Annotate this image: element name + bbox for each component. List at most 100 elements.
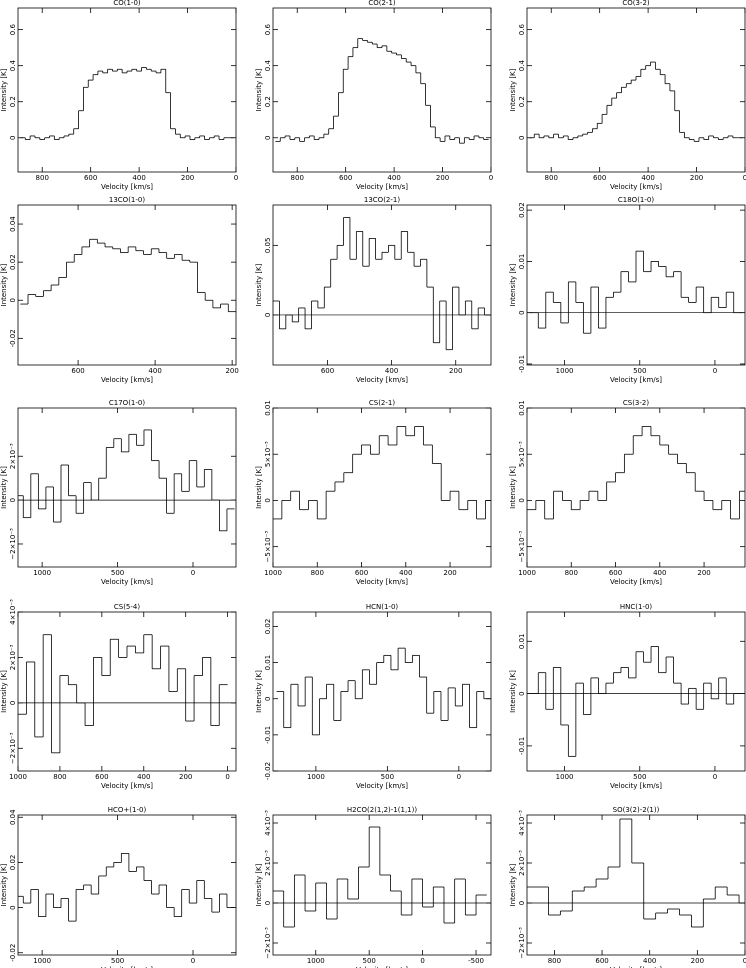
x-tick-label: 600 [95,773,108,781]
y-tick-label: 0.6 [518,24,526,36]
y-axis-label: Intensity [K] [0,863,8,906]
panel-title: CS(2-1) [369,399,395,407]
y-tick-label: 2×10⁻³ [9,644,17,670]
y-tick-label: 5×10⁻³ [518,441,526,467]
panel: CO(3-2) Velocity [km/s] Intensity [K] 800 60… [509,0,746,191]
panel: CS(5-4) Velocity [km/s] Intensity [K] 1000 8… [0,599,237,790]
panel: H2CO(2(1,2)-1(1,1)) Velocity [km/s] Intens… [255,806,492,968]
y-tick-label: −5×10⁻³ [518,531,526,563]
plot-frame [272,814,492,956]
spectrum [275,38,489,144]
y-tick-label: 0.02 [264,619,272,635]
y-axis-label: Intensity [K] [0,466,8,509]
y-tick-label: −2×10⁻³ [264,927,272,959]
y-axis-label: Intensity [K] [509,466,517,509]
x-tick-label: 200 [690,174,703,182]
x-tick-label: 200 [697,569,710,577]
x-tick-label: 200 [443,569,456,577]
plot-frame [17,7,237,173]
x-tick-label: 200 [181,174,194,182]
panel-title: CS(5-4) [114,603,140,611]
y-tick-label: 5×10⁻³ [264,441,272,467]
x-tick-label: 1000 [518,569,536,577]
x-tick-label: 0 [420,957,424,965]
y-tick-label: -0.01 [518,737,526,755]
spectrum [20,67,234,140]
y-tick-label: 0.01 [518,633,526,649]
spectrum [527,646,745,757]
y-tick-label: -0.01 [264,726,272,744]
x-tick-label: 0 [743,174,746,182]
x-tick-label: 400 [399,569,412,577]
y-tick-label: 0.4 [264,60,272,72]
y-tick-label: 0 [9,498,17,502]
y-axis-label: Intensity [K] [255,863,263,906]
x-tick-label: 0 [713,367,717,375]
x-axis-label: Velocity [km/s] [101,578,153,586]
y-axis-label: Intensity [K] [255,466,263,509]
y-tick-label: 0.02 [518,202,526,218]
spectrum [276,647,491,736]
y-tick-label: -0.02 [9,329,17,347]
y-tick-label: 0.01 [264,400,272,416]
x-axis-label: Velocity [km/s] [101,376,153,384]
x-tick-label: 500 [111,957,124,965]
x-axis-label: Velocity [km/s] [610,376,662,384]
plot-frame [272,611,492,772]
x-tick-label: 200 [436,174,449,182]
panel: CO(2-1) Velocity [km/s] Intensity [K] 800 60… [255,0,493,191]
x-axis-label: Velocity [km/s] [101,183,153,191]
panel: HNC(1-0) Velocity [km/s] Intensity [K] 1000… [509,603,746,790]
panel: HCO+(1-0) Velocity [km/s] Intensity [K] 100… [0,806,237,968]
x-tick-label: 1000 [556,773,574,781]
x-axis-label: Velocity [km/s] [101,782,153,790]
panel-title: C18O(1-0) [618,196,654,204]
x-axis-label: Velocity [km/s] [610,966,662,968]
y-tick-label: 0.05 [264,238,272,254]
plot-frame [526,204,746,366]
panel-title: HNC(1-0) [620,603,653,611]
x-tick-label: 600 [595,957,608,965]
panel: HCN(1-0) Velocity [km/s] Intensity [K] 1000… [255,603,492,790]
x-tick-label: 0 [225,773,229,781]
panel: 13CO(1-0) Velocity [km/s] Intensity [K] 600… [0,196,239,384]
y-axis-label: Intensity [K] [509,670,517,713]
y-tick-label: −2×10⁻³ [518,927,526,959]
panel-title: 13CO(1-0) [109,196,145,204]
plot-frame [17,204,237,366]
y-tick-label: 0 [264,696,272,700]
panel-title: SO(3(2)-2(1)) [613,806,660,814]
y-axis-label: Intensity [K] [509,68,517,111]
x-tick-label: 1000 [33,569,51,577]
plot-frame [272,204,492,366]
x-axis-label: Velocity [km/s] [610,782,662,790]
spectrum [20,238,236,313]
spectrum [527,426,745,520]
panel-title: CS(3-2) [623,399,649,407]
spectrum [273,826,491,928]
y-tick-label: −2×10⁻³ [9,732,17,764]
panel: SO(3(2)-2(1)) Velocity [km/s] Intensity [K… [509,806,746,968]
x-tick-label: 800 [548,957,561,965]
x-tick-label: 0 [489,174,493,182]
y-tick-label: 0.4 [518,60,526,72]
x-axis-label: Velocity [km/s] [610,578,662,586]
y-tick-label: 2×10⁻³ [9,443,17,469]
x-tick-label: 800 [291,174,304,182]
plot-frame [17,407,237,568]
x-tick-label: 800 [311,569,324,577]
plot-frame [272,407,492,568]
spectrum [527,818,745,928]
y-tick-label: 0.2 [264,96,272,107]
y-axis-label: Intensity [K] [0,68,8,111]
y-tick-label: -0.01 [518,355,526,373]
x-tick-label: 400 [653,569,666,577]
y-tick-label: -0.02 [264,762,272,780]
y-tick-label: 0 [9,701,17,705]
y-tick-label: 0 [264,136,272,140]
panel-title: CO(1-0) [113,0,141,7]
x-tick-label: 500 [633,773,646,781]
x-tick-label: 500 [633,367,646,375]
x-tick-label: 400 [641,174,654,182]
x-tick-label: 800 [545,174,558,182]
